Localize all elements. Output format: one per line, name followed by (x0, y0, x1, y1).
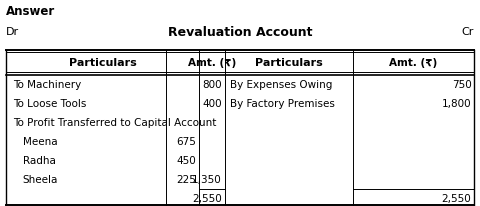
Text: Amt. (₹): Amt. (₹) (188, 58, 236, 68)
Text: Amt. (₹): Amt. (₹) (389, 58, 438, 68)
Text: Sheela: Sheela (23, 174, 58, 184)
Text: 2,550: 2,550 (192, 193, 222, 203)
Text: Meena: Meena (23, 137, 57, 146)
Text: 675: 675 (177, 137, 196, 146)
Text: 1,350: 1,350 (192, 174, 222, 184)
Text: 400: 400 (202, 99, 222, 109)
Text: 225: 225 (177, 174, 196, 184)
Text: 750: 750 (452, 80, 471, 90)
Text: To Profit Transferred to Capital Account: To Profit Transferred to Capital Account (13, 118, 217, 128)
Text: 800: 800 (202, 80, 222, 90)
Text: Revaluation Account: Revaluation Account (168, 26, 312, 39)
Text: Particulars: Particulars (255, 58, 323, 68)
Text: 2,550: 2,550 (442, 193, 471, 203)
Text: Particulars: Particulars (69, 58, 136, 68)
Text: By Factory Premises: By Factory Premises (230, 99, 335, 109)
Text: Answer: Answer (6, 5, 55, 18)
Text: Cr: Cr (462, 27, 474, 37)
Text: By Expenses Owing: By Expenses Owing (230, 80, 333, 90)
Text: To Loose Tools: To Loose Tools (13, 99, 87, 109)
Text: 450: 450 (177, 156, 196, 165)
Text: Dr: Dr (6, 27, 19, 37)
Text: To Machinery: To Machinery (13, 80, 82, 90)
Text: 1,800: 1,800 (442, 99, 471, 109)
Text: Radha: Radha (23, 156, 55, 165)
